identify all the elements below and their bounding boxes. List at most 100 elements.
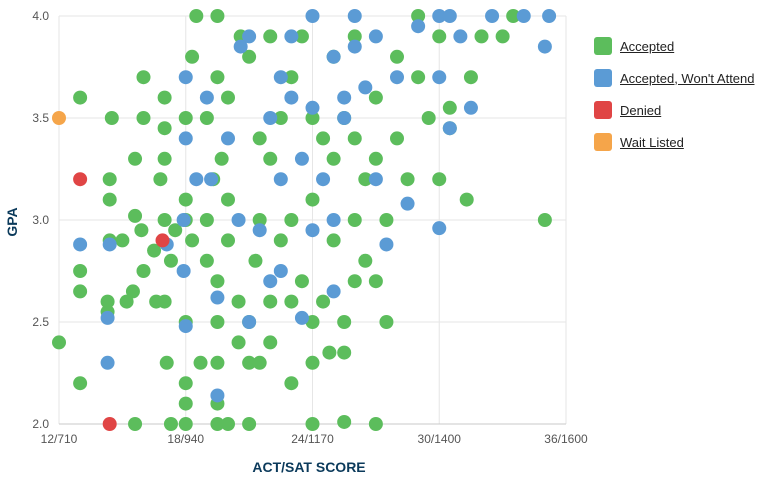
data-point[interactable] [368, 274, 383, 289]
data-point[interactable] [453, 29, 468, 44]
data-point[interactable] [316, 131, 331, 146]
data-point[interactable] [263, 274, 278, 289]
data-point[interactable] [163, 417, 178, 431]
data-point[interactable] [347, 39, 362, 54]
data-point[interactable] [242, 315, 257, 329]
data-point[interactable] [231, 335, 246, 350]
data-point[interactable] [411, 9, 426, 23]
data-point[interactable] [263, 294, 278, 309]
data-point[interactable] [379, 315, 394, 329]
data-point[interactable] [337, 345, 352, 360]
data-point[interactable] [284, 70, 299, 85]
data-point[interactable] [294, 29, 309, 44]
data-point[interactable] [305, 111, 320, 125]
data-point[interactable] [128, 151, 143, 166]
data-point[interactable] [284, 90, 299, 105]
data-point[interactable] [104, 111, 119, 125]
data-point[interactable] [176, 264, 191, 278]
data-point[interactable] [326, 233, 341, 248]
data-point[interactable] [73, 376, 88, 391]
data-point[interactable] [252, 223, 267, 238]
data-point[interactable] [128, 208, 143, 223]
data-point[interactable] [134, 223, 149, 238]
data-point[interactable] [252, 131, 267, 146]
data-point[interactable] [400, 196, 415, 211]
data-point[interactable] [252, 213, 267, 227]
data-point[interactable] [189, 9, 204, 23]
data-point[interactable] [100, 294, 115, 309]
data-point[interactable] [411, 19, 426, 34]
data-point[interactable] [294, 151, 309, 166]
data-point[interactable] [326, 213, 341, 227]
data-point[interactable] [358, 253, 373, 268]
data-point[interactable] [102, 237, 117, 252]
data-point[interactable] [210, 70, 225, 85]
data-point[interactable] [347, 213, 362, 227]
data-point[interactable] [125, 284, 140, 299]
data-point[interactable] [273, 172, 288, 187]
data-point[interactable] [199, 90, 214, 105]
data-point[interactable] [214, 151, 229, 166]
data-point[interactable] [252, 355, 267, 370]
data-point[interactable] [485, 9, 500, 23]
data-point[interactable] [221, 131, 235, 146]
data-point[interactable] [233, 39, 248, 54]
data-point[interactable] [326, 284, 341, 299]
data-point[interactable] [242, 29, 257, 44]
legend-item-accepted-wont-attend[interactable]: Accepted, Won't Attend [594, 62, 768, 94]
data-point[interactable] [153, 172, 168, 187]
data-point[interactable] [185, 233, 200, 248]
data-point[interactable] [185, 49, 200, 64]
data-point[interactable] [305, 417, 320, 431]
data-point[interactable] [337, 111, 352, 125]
data-point[interactable] [358, 80, 373, 95]
data-point[interactable] [176, 213, 191, 227]
data-point[interactable] [157, 294, 172, 309]
data-point[interactable] [305, 355, 320, 370]
data-point[interactable] [73, 90, 88, 105]
data-point[interactable] [432, 9, 447, 23]
data-point[interactable] [102, 192, 117, 207]
data-point[interactable] [178, 70, 193, 85]
data-point[interactable] [411, 70, 426, 85]
data-point[interactable] [432, 29, 447, 44]
data-point[interactable] [326, 151, 341, 166]
data-point[interactable] [193, 355, 208, 370]
data-point[interactable] [305, 192, 320, 207]
data-point[interactable] [316, 294, 331, 309]
data-point[interactable] [136, 111, 151, 125]
data-point[interactable] [347, 274, 362, 289]
data-point[interactable] [368, 151, 383, 166]
data-point[interactable] [305, 9, 320, 23]
data-point[interactable] [542, 9, 557, 23]
data-point[interactable] [347, 131, 362, 146]
data-point[interactable] [421, 111, 436, 125]
data-point[interactable] [163, 253, 178, 268]
data-point[interactable] [284, 376, 299, 391]
data-point[interactable] [242, 355, 257, 370]
data-point[interactable] [100, 355, 115, 370]
data-point[interactable] [368, 90, 383, 105]
data-point[interactable] [273, 264, 288, 278]
data-point[interactable] [102, 417, 117, 431]
data-point[interactable] [432, 221, 447, 236]
data-point[interactable] [100, 310, 115, 325]
data-point[interactable] [178, 192, 193, 207]
data-point[interactable] [368, 29, 383, 44]
data-point[interactable] [52, 335, 66, 350]
data-point[interactable] [400, 172, 415, 187]
data-point[interactable] [210, 274, 225, 289]
data-point[interactable] [136, 264, 151, 278]
data-point[interactable] [199, 213, 214, 227]
data-point[interactable] [263, 335, 278, 350]
data-point[interactable] [189, 172, 204, 187]
legend-item-accepted[interactable]: Accepted [594, 30, 768, 62]
data-point[interactable] [199, 253, 214, 268]
data-point[interactable] [273, 70, 288, 85]
data-point[interactable] [248, 253, 263, 268]
data-point[interactable] [305, 100, 320, 115]
data-point[interactable] [210, 388, 225, 403]
data-point[interactable] [128, 417, 143, 431]
data-point[interactable] [242, 49, 257, 64]
data-point[interactable] [294, 274, 309, 289]
